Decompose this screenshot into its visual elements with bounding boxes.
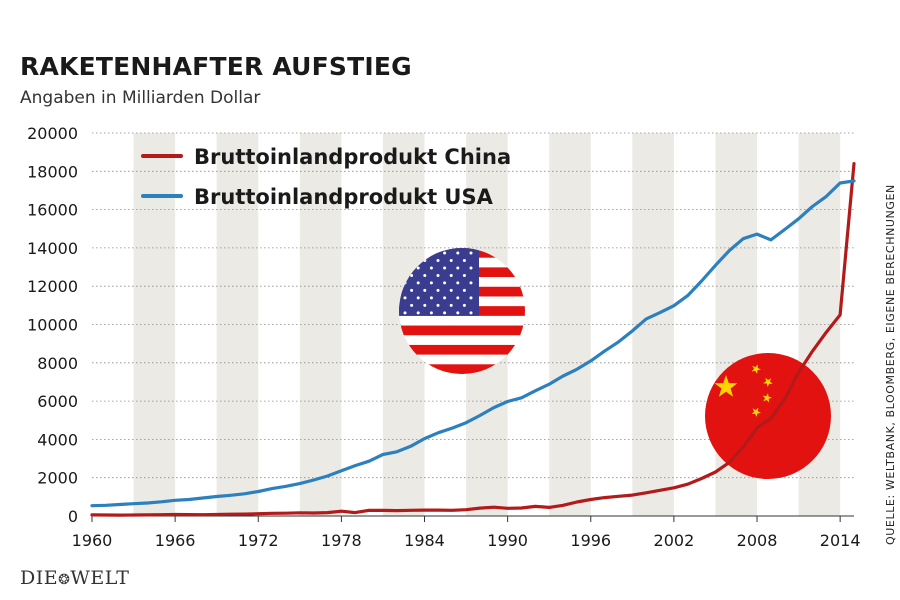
flag-star (449, 273, 453, 277)
legend-label: Bruttoinlandprodukt USA (194, 185, 494, 209)
china-flag-star (763, 377, 773, 387)
flag-stripe (399, 335, 525, 346)
flag-stripe (399, 315, 525, 327)
globe-icon: ❂ (58, 572, 71, 588)
flag-star (456, 281, 460, 285)
flag-star (436, 258, 440, 262)
x-tick-label: 1966 (155, 531, 196, 550)
flag-star (429, 311, 433, 315)
series-line (90, 162, 856, 517)
chart-title: RAKETENHAFTER AUFSTIEG (20, 52, 412, 81)
flag-star (410, 288, 414, 292)
y-tick-label: 20000 (27, 124, 78, 143)
usa-flag-icon (399, 248, 525, 374)
flag-star (443, 251, 447, 255)
flag-star (410, 303, 414, 307)
x-tick-label: 1990 (487, 531, 528, 550)
flag-star (469, 266, 473, 270)
flag-star (443, 281, 447, 285)
flag-star (462, 258, 466, 262)
flag-star (403, 311, 407, 315)
flag-star (416, 266, 420, 270)
flag-star (456, 266, 460, 270)
x-tick-label: 1978 (321, 531, 362, 550)
flag-star (456, 251, 460, 255)
flag-star (449, 288, 453, 292)
flag-star (416, 311, 420, 315)
flag-star (469, 281, 473, 285)
x-tick-label: 2002 (654, 531, 695, 550)
logo-right-text: WELT (70, 567, 130, 589)
flag-stripe (399, 364, 525, 374)
y-tick-label: 12000 (27, 277, 78, 296)
y-tick-label: 2000 (37, 469, 78, 488)
flag-star (436, 273, 440, 277)
flag-stripe (399, 325, 525, 336)
x-tick-label: 2014 (820, 531, 861, 550)
flag-star (423, 273, 427, 277)
china-flag-star (751, 407, 761, 417)
chart-subtitle: Angaben in Milliarden Dollar (20, 88, 261, 108)
flag-star (443, 266, 447, 270)
china-flag-star (714, 375, 738, 397)
y-tick-label: 14000 (27, 239, 78, 258)
y-tick-label: 0 (68, 507, 78, 526)
source-note: QUELLE: WELTBANK, BLOOMBERG, EIGENE BERE… (884, 184, 897, 545)
die-welt-logo: DIE❂WELT (20, 567, 129, 589)
china-flag-icon (705, 353, 831, 479)
china-flag-star (762, 393, 772, 403)
legend-label: Bruttoinlandprodukt China (194, 145, 511, 169)
x-tick-label: 2008 (737, 531, 778, 550)
x-tick-label: 1960 (72, 531, 113, 550)
china-flag-star (751, 364, 761, 374)
x-tick-label: 1996 (570, 531, 611, 550)
flag-star (423, 288, 427, 292)
y-tick-label: 16000 (27, 201, 78, 220)
flag-star (436, 288, 440, 292)
flag-star (416, 281, 420, 285)
x-tick-label: 1984 (404, 531, 445, 550)
flag-star (462, 288, 466, 292)
series-line (90, 179, 856, 508)
flag-star (469, 251, 473, 255)
flag-star (449, 303, 453, 307)
flag-star (423, 303, 427, 307)
flag-star (462, 303, 466, 307)
flag-star (443, 296, 447, 300)
flag-star (429, 281, 433, 285)
flag-star (449, 258, 453, 262)
flag-star (469, 296, 473, 300)
flag-stripe (399, 354, 525, 365)
flag-star (429, 296, 433, 300)
flag-stripe (399, 344, 525, 356)
y-tick-label: 8000 (37, 354, 78, 373)
flag-star (416, 296, 420, 300)
flag-star (456, 296, 460, 300)
flag-star (443, 311, 447, 315)
flag-star (410, 273, 414, 277)
y-tick-label: 4000 (37, 430, 78, 449)
flag-star (436, 303, 440, 307)
y-tick-label: 10000 (27, 316, 78, 335)
y-tick-label: 18000 (27, 162, 78, 181)
flag-star (469, 311, 473, 315)
flag-star (429, 266, 433, 270)
flag-star (462, 273, 466, 277)
x-tick-label: 1972 (238, 531, 279, 550)
flag-star (456, 311, 460, 315)
flag-star (429, 251, 433, 255)
logo-left-text: DIE (20, 567, 59, 589)
flag-star (403, 296, 407, 300)
y-tick-label: 6000 (37, 392, 78, 411)
